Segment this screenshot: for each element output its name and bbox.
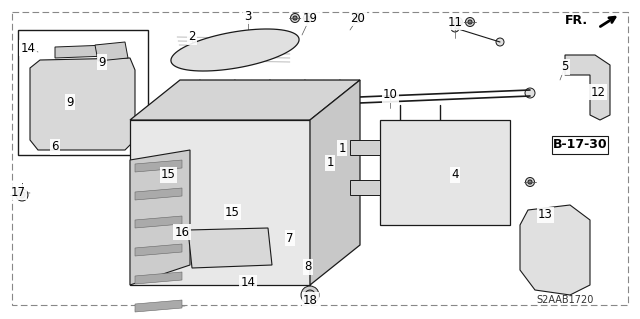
Polygon shape: [95, 42, 128, 61]
Text: 7: 7: [286, 232, 294, 244]
Polygon shape: [135, 300, 182, 312]
Text: 11: 11: [447, 16, 463, 28]
Circle shape: [454, 18, 463, 26]
Polygon shape: [520, 205, 590, 295]
Text: 13: 13: [538, 209, 552, 221]
Text: 6: 6: [51, 140, 59, 153]
Circle shape: [528, 180, 532, 184]
Circle shape: [193, 203, 197, 207]
Polygon shape: [55, 45, 108, 58]
Circle shape: [58, 83, 102, 127]
Text: 4: 4: [451, 168, 459, 182]
Circle shape: [75, 100, 85, 110]
Circle shape: [293, 16, 297, 20]
Circle shape: [468, 20, 472, 24]
Circle shape: [220, 243, 230, 253]
Text: 12: 12: [591, 85, 605, 99]
Circle shape: [353, 13, 362, 23]
Polygon shape: [188, 228, 272, 268]
Text: 10: 10: [383, 88, 397, 101]
Text: 17: 17: [10, 186, 26, 198]
Text: 14: 14: [241, 277, 255, 290]
Circle shape: [356, 16, 360, 20]
Circle shape: [116, 139, 124, 147]
Circle shape: [525, 177, 534, 187]
Circle shape: [301, 286, 319, 304]
Text: 1: 1: [326, 157, 333, 169]
Circle shape: [465, 18, 474, 26]
Text: 3: 3: [244, 10, 252, 23]
Polygon shape: [135, 244, 182, 256]
Bar: [130, 120, 310, 285]
Polygon shape: [135, 160, 182, 172]
Polygon shape: [135, 188, 182, 200]
Circle shape: [38, 61, 46, 69]
Polygon shape: [310, 80, 360, 285]
Bar: [552, 136, 608, 154]
Circle shape: [116, 61, 124, 69]
Polygon shape: [350, 140, 380, 155]
Polygon shape: [130, 150, 190, 285]
Circle shape: [306, 16, 310, 20]
Polygon shape: [171, 29, 299, 71]
Polygon shape: [130, 80, 360, 120]
Text: FR.: FR.: [565, 13, 588, 26]
Circle shape: [191, 201, 200, 210]
Text: 15: 15: [161, 168, 175, 182]
Polygon shape: [135, 216, 182, 228]
Circle shape: [291, 13, 300, 23]
Circle shape: [38, 139, 46, 147]
Polygon shape: [30, 58, 135, 150]
Text: 15: 15: [225, 205, 239, 219]
Text: 2: 2: [188, 31, 196, 43]
Text: 9: 9: [67, 95, 74, 108]
Circle shape: [19, 192, 25, 198]
Text: 18: 18: [303, 293, 317, 307]
Circle shape: [68, 93, 92, 117]
Polygon shape: [350, 180, 380, 195]
Text: 9: 9: [99, 56, 106, 69]
Circle shape: [305, 290, 315, 300]
Text: 20: 20: [351, 11, 365, 25]
Circle shape: [496, 38, 504, 46]
Circle shape: [451, 24, 459, 32]
Circle shape: [456, 20, 460, 24]
Circle shape: [525, 88, 535, 98]
Text: 16: 16: [175, 226, 189, 239]
Text: 8: 8: [304, 261, 312, 273]
Circle shape: [16, 189, 28, 201]
Text: B-17-30: B-17-30: [553, 138, 607, 152]
Polygon shape: [135, 272, 182, 284]
Circle shape: [303, 13, 312, 23]
Circle shape: [330, 96, 340, 106]
Text: 1: 1: [339, 142, 346, 154]
Text: 5: 5: [561, 61, 569, 73]
Bar: [380, 120, 510, 225]
Bar: [18, 30, 148, 155]
Text: S2AAB1720: S2AAB1720: [536, 295, 594, 305]
Polygon shape: [565, 55, 610, 120]
Text: 19: 19: [303, 11, 317, 25]
Text: 14: 14: [20, 41, 35, 55]
Circle shape: [215, 238, 235, 258]
